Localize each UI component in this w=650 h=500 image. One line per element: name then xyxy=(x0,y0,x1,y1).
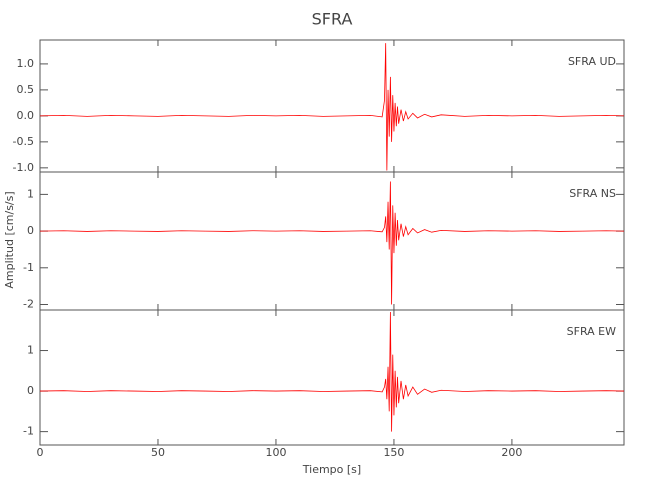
waveform xyxy=(39,312,625,432)
waveform xyxy=(39,43,625,171)
x-tick-label: 150 xyxy=(383,446,404,459)
y-tick-label: -1 xyxy=(23,261,34,274)
panel-frame xyxy=(39,39,625,173)
chart-title: SFRA xyxy=(312,10,353,29)
x-axis-label: Tiempo [s] xyxy=(302,463,361,476)
y-tick-label: 0 xyxy=(27,224,34,237)
trace-label: SFRA NS xyxy=(569,187,616,200)
y-tick-label: 0 xyxy=(27,384,34,397)
panel-frame xyxy=(39,309,625,446)
y-tick-label: 0.5 xyxy=(17,83,35,96)
trace-label: SFRA UD xyxy=(568,55,616,68)
y-axis-label: Amplitud [cm/s/s] xyxy=(3,191,16,288)
y-tick-label: 0.0 xyxy=(17,109,35,122)
trace-label: SFRA EW xyxy=(567,325,616,338)
y-tick-label: 1.0 xyxy=(17,57,35,70)
y-tick-label: 1 xyxy=(27,344,34,357)
y-tick-label: -2 xyxy=(23,297,34,310)
x-tick-label: 200 xyxy=(501,446,522,459)
waveform xyxy=(39,181,625,305)
y-tick-label: 1 xyxy=(27,187,34,200)
x-tick-label: 0 xyxy=(37,446,44,459)
panel-frame xyxy=(39,171,625,311)
y-tick-label: -1.0 xyxy=(13,161,34,174)
y-tick-label: -0.5 xyxy=(13,135,34,148)
x-tick-label: 100 xyxy=(265,446,286,459)
x-tick-label: 50 xyxy=(151,446,165,459)
y-tick-label: -1 xyxy=(23,425,34,438)
